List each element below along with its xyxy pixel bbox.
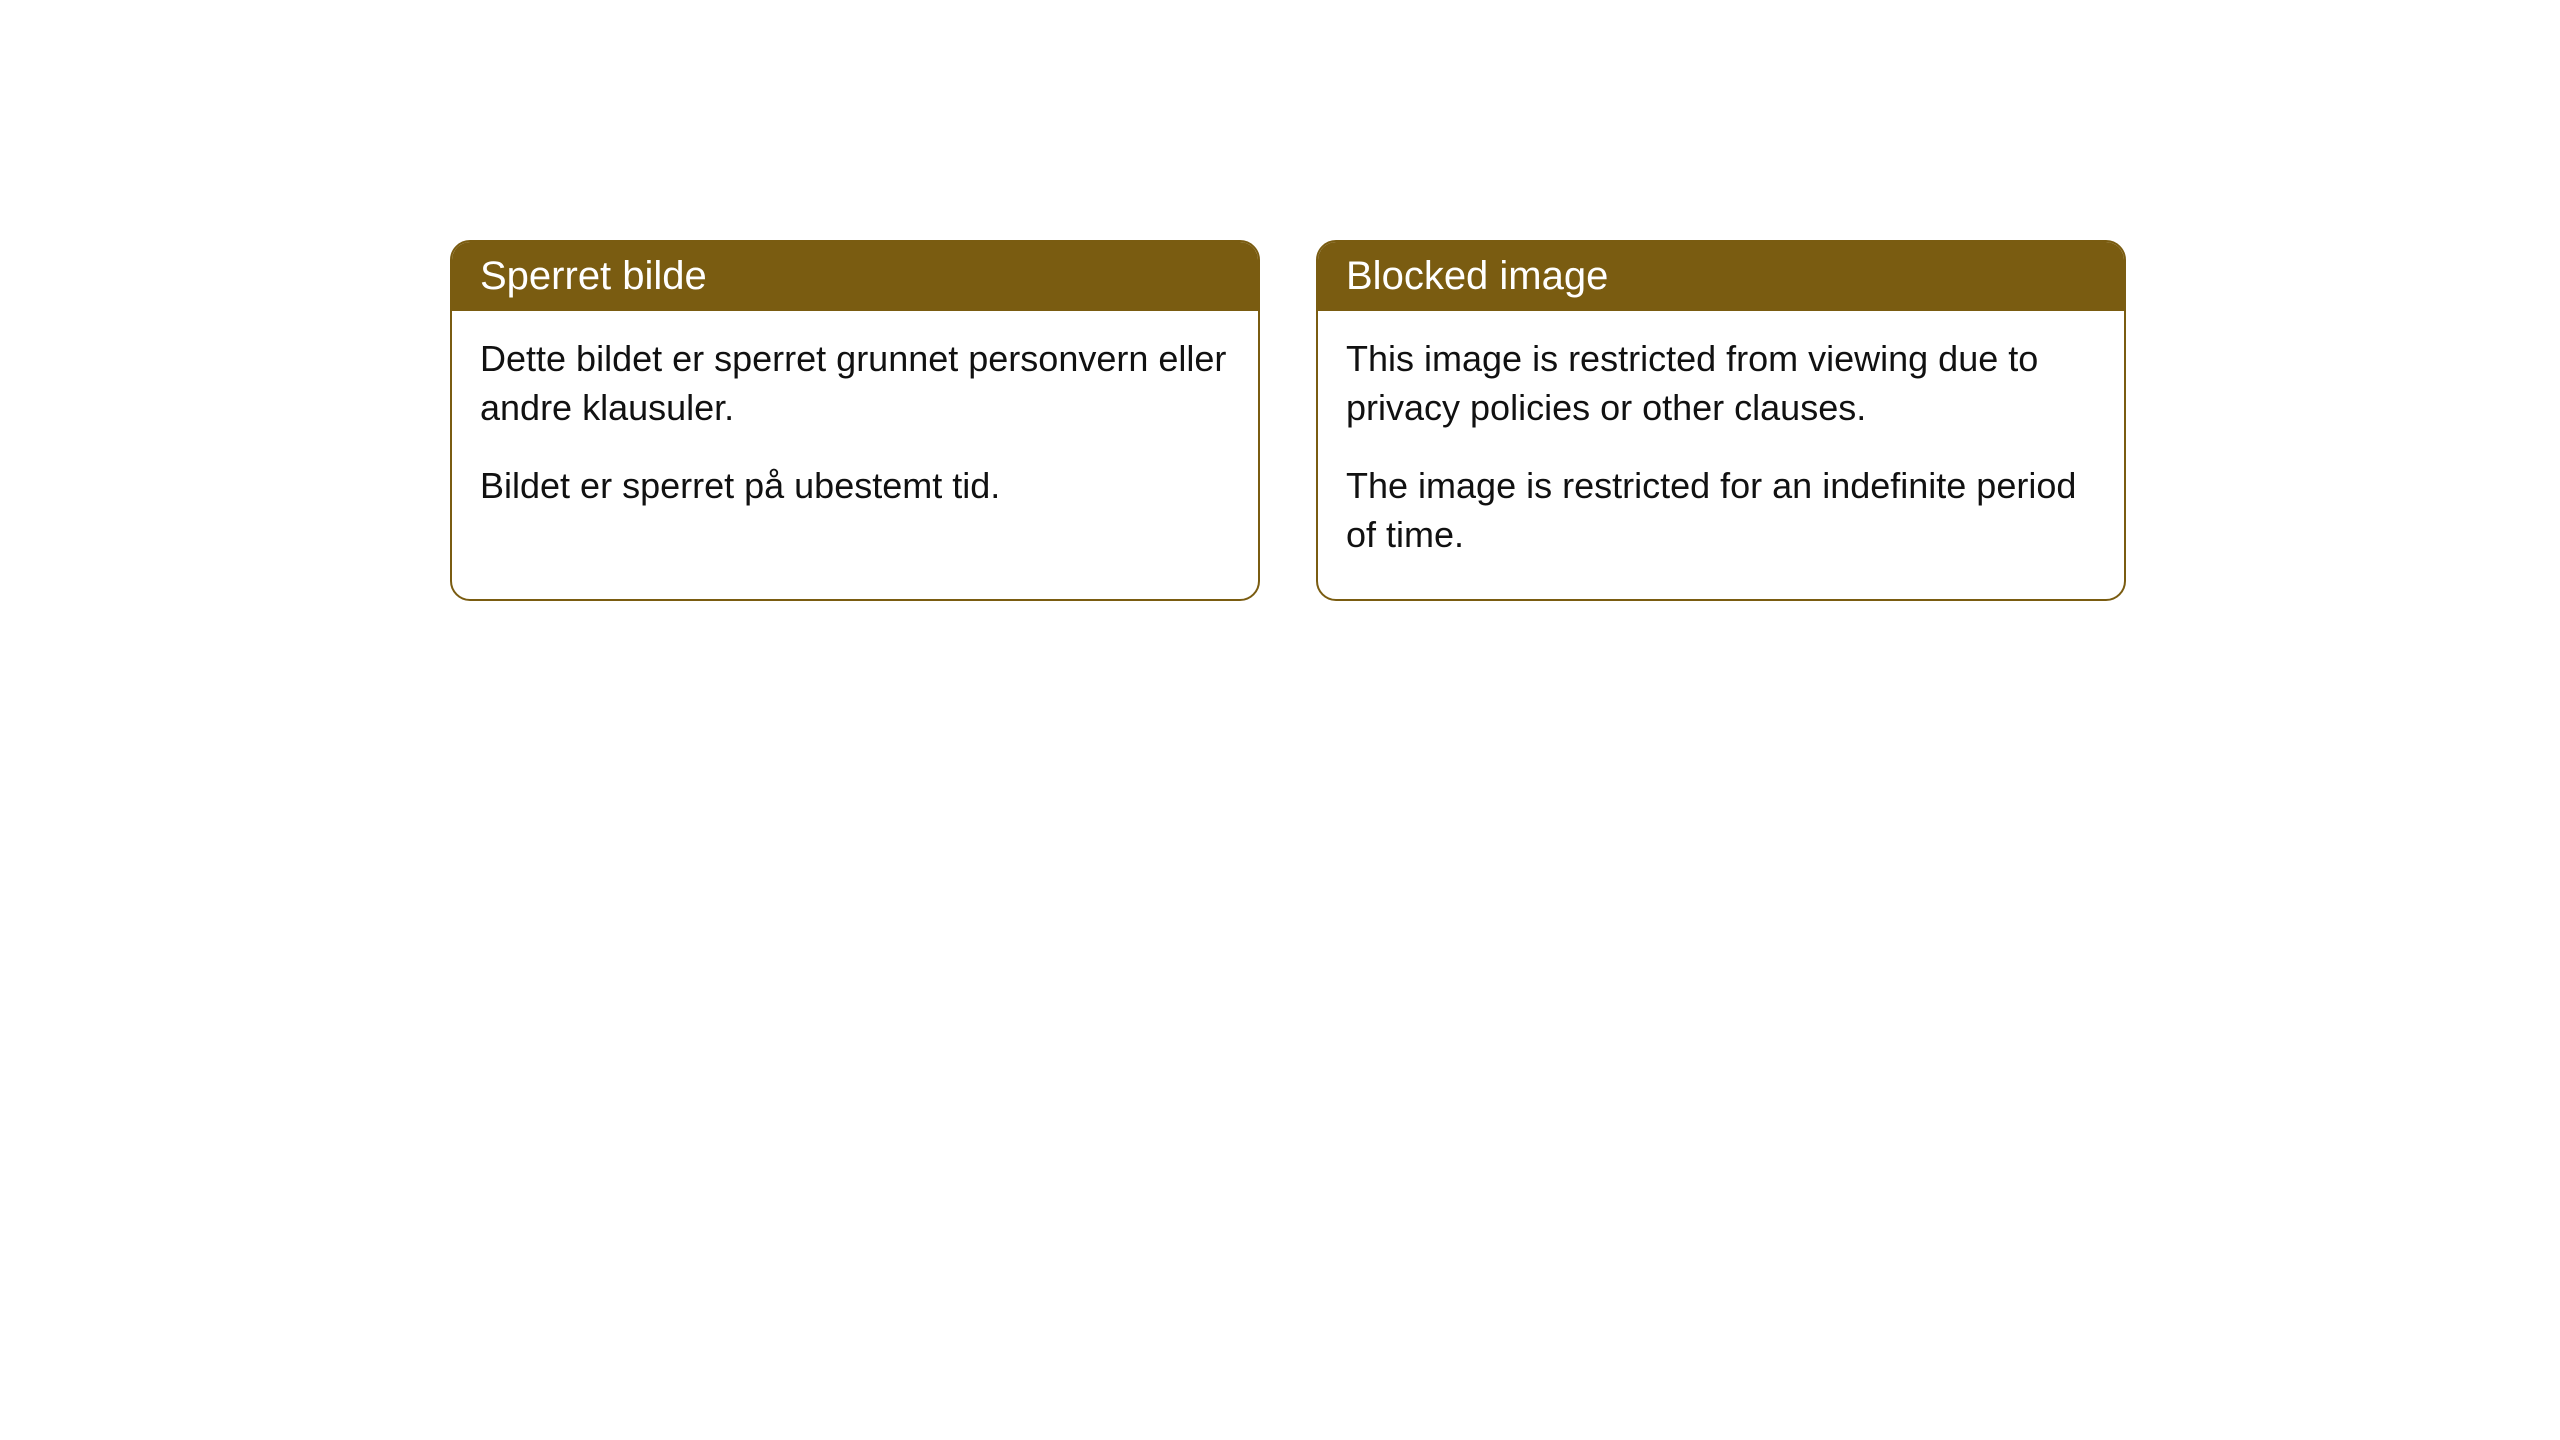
cards-container: Sperret bilde Dette bildet er sperret gr…	[450, 240, 2126, 601]
card-header-english: Blocked image	[1318, 242, 2124, 311]
card-english: Blocked image This image is restricted f…	[1316, 240, 2126, 601]
card-paragraph: Bildet er sperret på ubestemt tid.	[480, 462, 1230, 511]
card-paragraph: This image is restricted from viewing du…	[1346, 335, 2096, 432]
card-title: Blocked image	[1346, 254, 1608, 298]
card-body-norwegian: Dette bildet er sperret grunnet personve…	[452, 311, 1258, 551]
card-norwegian: Sperret bilde Dette bildet er sperret gr…	[450, 240, 1260, 601]
card-paragraph: The image is restricted for an indefinit…	[1346, 462, 2096, 559]
card-title: Sperret bilde	[480, 254, 707, 298]
card-body-english: This image is restricted from viewing du…	[1318, 311, 2124, 599]
card-paragraph: Dette bildet er sperret grunnet personve…	[480, 335, 1230, 432]
card-header-norwegian: Sperret bilde	[452, 242, 1258, 311]
